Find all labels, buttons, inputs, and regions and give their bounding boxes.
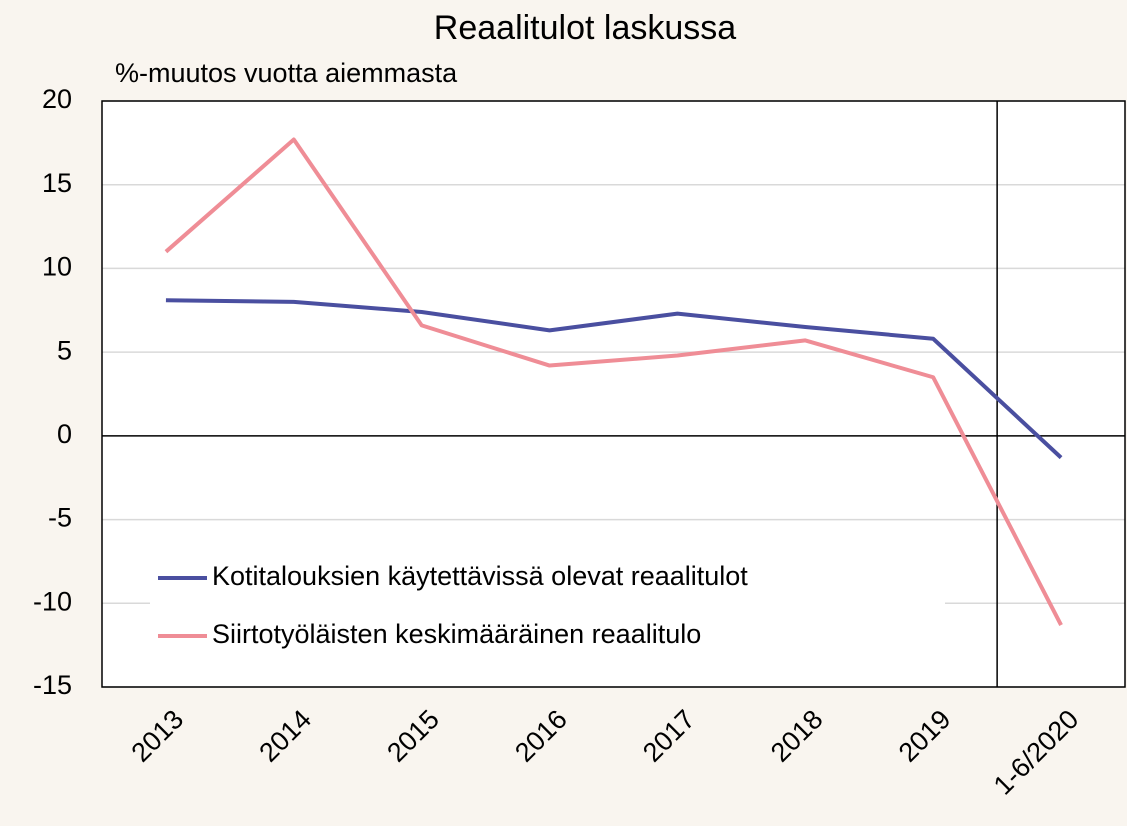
legend-box	[150, 550, 945, 665]
plot-border	[101, 100, 1126, 688]
y-tick-label: -5	[48, 503, 72, 533]
x-tick-label: 2014	[253, 704, 317, 768]
chart-subtitle: %-muutos vuotta aiemmasta	[115, 58, 458, 88]
y-tick-label: 0	[57, 419, 72, 449]
x-tick-label: 2015	[381, 704, 445, 768]
legend-label: Siirtotyöläisten keskimääräinen reaalitu…	[212, 619, 701, 649]
legend-label: Kotitalouksien käytettävissä olevat reaa…	[212, 561, 748, 591]
y-tick-label: -15	[33, 670, 72, 700]
x-tick-label: 2016	[509, 704, 573, 768]
x-tick-label: 2013	[126, 704, 190, 768]
x-tick-label: 2017	[637, 704, 701, 768]
chart-title: Reaalitulot laskussa	[434, 9, 736, 47]
y-tick-label: 20	[42, 84, 72, 114]
x-tick-label: 2018	[765, 704, 829, 768]
x-tick-label: 1-6/2020	[988, 704, 1085, 801]
line-series	[164, 137, 1063, 626]
y-tick-label: 15	[42, 168, 72, 198]
x-tick-label: 2019	[893, 704, 957, 768]
line-series	[165, 298, 1063, 460]
y-tick-label: -10	[33, 586, 72, 616]
y-tick-label: 5	[57, 335, 72, 365]
y-tick-label: 10	[42, 252, 72, 282]
